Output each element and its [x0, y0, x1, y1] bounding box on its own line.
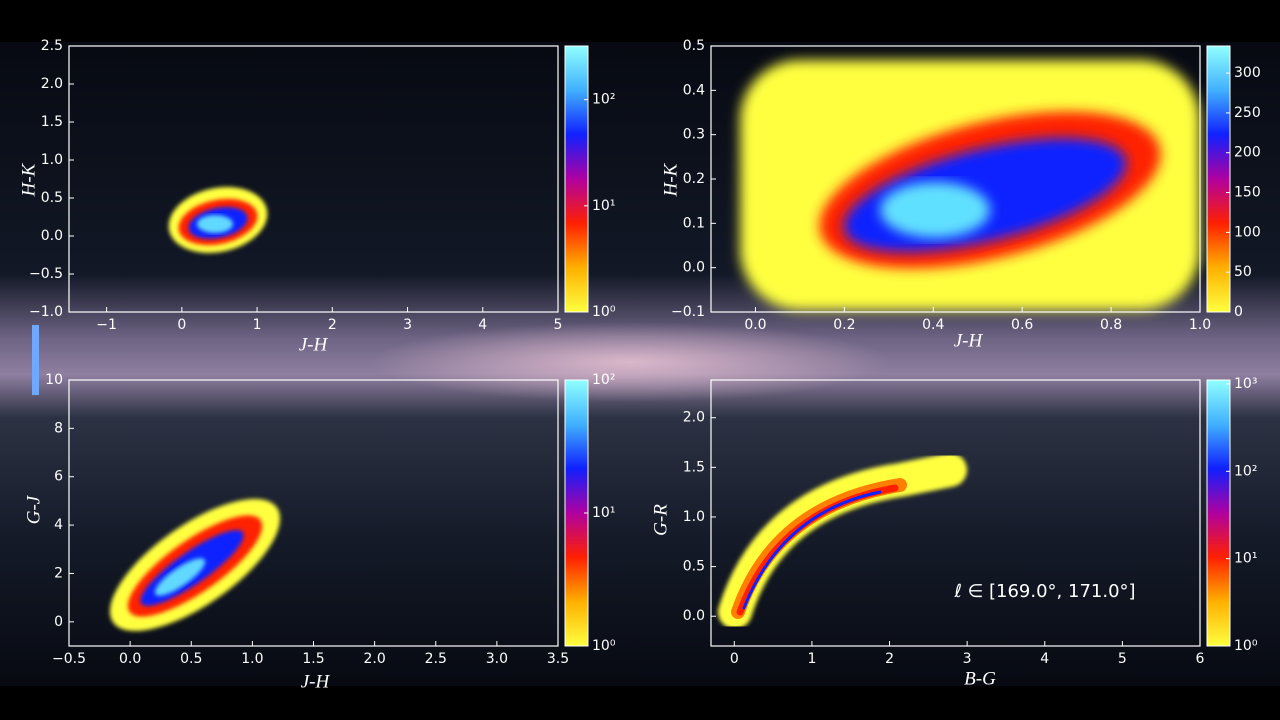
x-tick-label: 1.0 — [241, 651, 263, 667]
y-tick-label: −1.0 — [29, 304, 63, 320]
colorbar-tick-label: 10⁰ — [1234, 638, 1258, 654]
x-tick-label: 2.5 — [425, 651, 447, 667]
colorbar-tick-label: 10⁰ — [592, 304, 616, 320]
x-tick-label: 0 — [177, 317, 186, 333]
colorbar-tick-label: 10² — [592, 372, 615, 388]
x-tick-label: 0.6 — [1011, 317, 1033, 333]
y-tick-label: 1.5 — [41, 114, 63, 130]
colorbar — [1206, 45, 1231, 313]
colorbar-tick-label: 50 — [1234, 264, 1252, 280]
y-tick-label: −0.1 — [671, 304, 705, 320]
y-tick-label: 0.5 — [41, 190, 63, 206]
letterbox — [0, 0, 1280, 42]
y-tick-label: 0.5 — [683, 38, 705, 54]
y-tick-label: 2.5 — [41, 38, 63, 54]
y-tick-label: 0 — [54, 614, 63, 630]
y-tick-label: 8 — [54, 420, 63, 436]
x-tick-label: 2.0 — [363, 651, 385, 667]
x-tick-label: −0.5 — [52, 651, 86, 667]
colorbar-tick-label: 150 — [1234, 185, 1261, 201]
y-tick-label: −0.5 — [29, 266, 63, 282]
y-tick-label: 0.2 — [683, 171, 705, 187]
x-tick-label: 4 — [478, 317, 487, 333]
y-tick-label: 2 — [54, 565, 63, 581]
colorbar-tick-label: 200 — [1234, 145, 1261, 161]
colorbar-tick-label: 300 — [1234, 65, 1261, 81]
y-tick-label: 2.0 — [41, 76, 63, 92]
colorbar — [1206, 379, 1231, 647]
colorbar-tick-label: 10³ — [1234, 376, 1257, 392]
colorbar-tick-label: 10⁰ — [592, 638, 616, 654]
x-tick-label: 5 — [1118, 651, 1127, 667]
x-tick-label: −1 — [96, 317, 117, 333]
x-tick-label: 3 — [963, 651, 972, 667]
y-tick-label: 0.0 — [683, 608, 705, 624]
plot-frame — [710, 379, 1201, 647]
colorbar-tick-label: 10¹ — [592, 198, 615, 214]
y-axis-label: G-R — [650, 504, 671, 536]
x-tick-label: 0.4 — [922, 317, 944, 333]
y-axis-label: H-K — [660, 162, 681, 197]
galactic-core — [370, 322, 890, 402]
x-tick-label: 0.8 — [1100, 317, 1122, 333]
x-axis-label: B-G — [964, 668, 996, 689]
density-bl — [109, 498, 281, 632]
x-tick-label: 1 — [807, 651, 816, 667]
x-tick-label: 3.0 — [486, 651, 508, 667]
y-tick-label: 0.0 — [683, 260, 705, 276]
density-br — [718, 453, 967, 629]
scale-indicator — [32, 325, 39, 395]
x-tick-label: 1.0 — [1189, 317, 1211, 333]
y-axis-label: G-J — [23, 494, 44, 524]
plot-frame — [68, 45, 559, 313]
density-tl — [168, 187, 268, 253]
colorbar-tick-label: 10¹ — [592, 505, 615, 521]
y-tick-label: 0.5 — [683, 559, 705, 575]
y-tick-label: 0.3 — [683, 127, 705, 143]
x-tick-label: 0.0 — [119, 651, 141, 667]
x-tick-label: 1.5 — [302, 651, 324, 667]
y-tick-label: 2.0 — [683, 410, 705, 426]
y-tick-label: 0.1 — [683, 215, 705, 231]
x-tick-label: 0 — [730, 651, 739, 667]
x-tick-label: 6 — [1196, 651, 1205, 667]
colorbar-tick-label: 100 — [1234, 224, 1261, 240]
x-tick-label: 5 — [554, 317, 563, 333]
x-tick-label: 1 — [253, 317, 262, 333]
y-tick-label: 6 — [54, 469, 63, 485]
colorbar-tick-label: 250 — [1234, 105, 1261, 121]
x-tick-label: 3.5 — [547, 651, 569, 667]
x-tick-label: 2 — [328, 317, 337, 333]
x-axis-label: J-H — [954, 330, 984, 351]
y-tick-label: 0.0 — [41, 228, 63, 244]
y-tick-label: 0.4 — [683, 82, 705, 98]
y-tick-label: 1.5 — [683, 459, 705, 475]
colorbar — [564, 45, 589, 313]
x-axis-label: J-H — [301, 671, 331, 692]
x-tick-label: 0.2 — [833, 317, 855, 333]
x-tick-label: 3 — [403, 317, 412, 333]
colorbar-tick-label: 0 — [1234, 304, 1243, 320]
colorbar-tick-label: 10¹ — [1234, 551, 1257, 567]
y-tick-label: 4 — [54, 517, 63, 533]
x-tick-label: 0.5 — [180, 651, 202, 667]
y-axis-label: H-K — [18, 162, 39, 197]
y-tick-label: 1.0 — [683, 509, 705, 525]
letterbox — [0, 686, 1280, 720]
density-tr — [740, 60, 1200, 310]
colorbar-tick-label: 10² — [1234, 463, 1257, 479]
colorbar-tick-label: 10² — [592, 92, 615, 108]
x-tick-label: 4 — [1040, 651, 1049, 667]
x-tick-label: 0.0 — [744, 317, 766, 333]
y-tick-label: 1.0 — [41, 152, 63, 168]
y-tick-label: 10 — [45, 372, 63, 388]
x-axis-label: J-H — [299, 334, 329, 355]
x-tick-label: 2 — [885, 651, 894, 667]
annotation: ℓ ∈ [169.0°, 171.0°] — [953, 581, 1135, 602]
